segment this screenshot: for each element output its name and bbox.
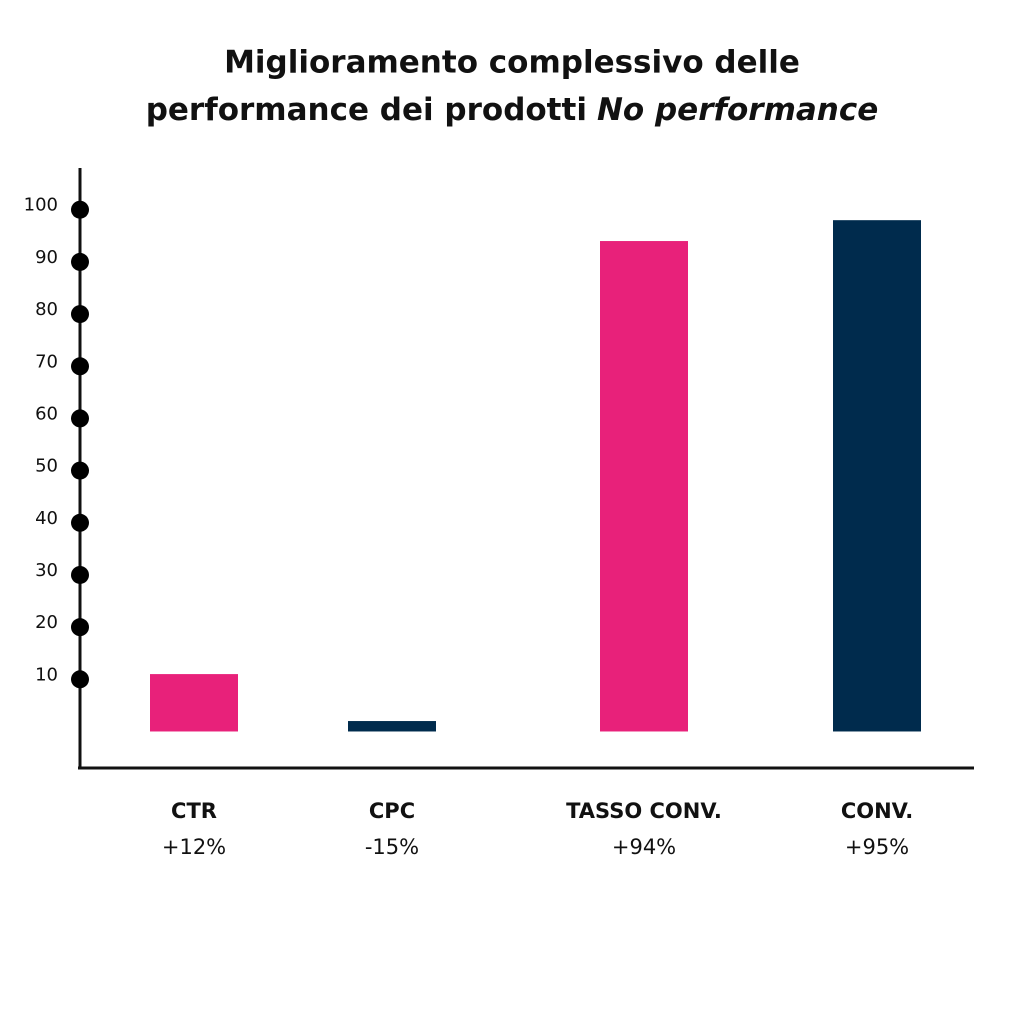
y-tick-dot: [71, 305, 89, 324]
x-tick-label: CTR: [171, 799, 217, 823]
y-tick-label: 80: [35, 299, 58, 320]
y-tick-dot: [71, 409, 89, 428]
chart-title-main: performance dei prodotti: [146, 92, 587, 128]
y-tick-label: 90: [35, 247, 58, 268]
bar: [348, 721, 436, 732]
y-tick-label: 10: [35, 664, 58, 685]
y-tick-dot: [71, 565, 89, 584]
y-tick-label: 60: [35, 403, 58, 424]
bar: [150, 674, 238, 732]
category-annotation: -15%: [365, 835, 419, 859]
chart-title-emphasis: No performance: [597, 92, 878, 128]
y-tick-label: 70: [35, 351, 58, 372]
bar: [600, 241, 688, 732]
y-tick-label: 20: [35, 612, 58, 633]
category-annotation: +95%: [845, 835, 909, 859]
y-tick-dot: [71, 513, 89, 532]
x-tick-label: CPC: [369, 799, 415, 823]
y-tick-dot: [71, 461, 89, 480]
y-tick-label: 30: [35, 560, 58, 581]
x-tick-label: TASSO CONV.: [566, 799, 722, 823]
category-annotation: +94%: [612, 835, 676, 859]
y-tick-dot: [71, 357, 89, 376]
y-tick-dot: [71, 252, 89, 271]
chart-title: Miglioramento complessivo delle: [224, 45, 800, 81]
y-tick-label: 50: [35, 456, 58, 477]
bar: [833, 220, 921, 732]
y-tick-dot: [71, 618, 89, 637]
y-tick-dot: [71, 670, 89, 689]
y-tick-label: 40: [35, 508, 58, 529]
category-annotation: +12%: [162, 835, 226, 859]
y-tick-dot: [71, 200, 89, 219]
y-tick-label: 100: [24, 195, 58, 216]
x-tick-label: CONV.: [841, 799, 913, 823]
chart-title: performance dei prodotti No performance: [146, 92, 879, 128]
